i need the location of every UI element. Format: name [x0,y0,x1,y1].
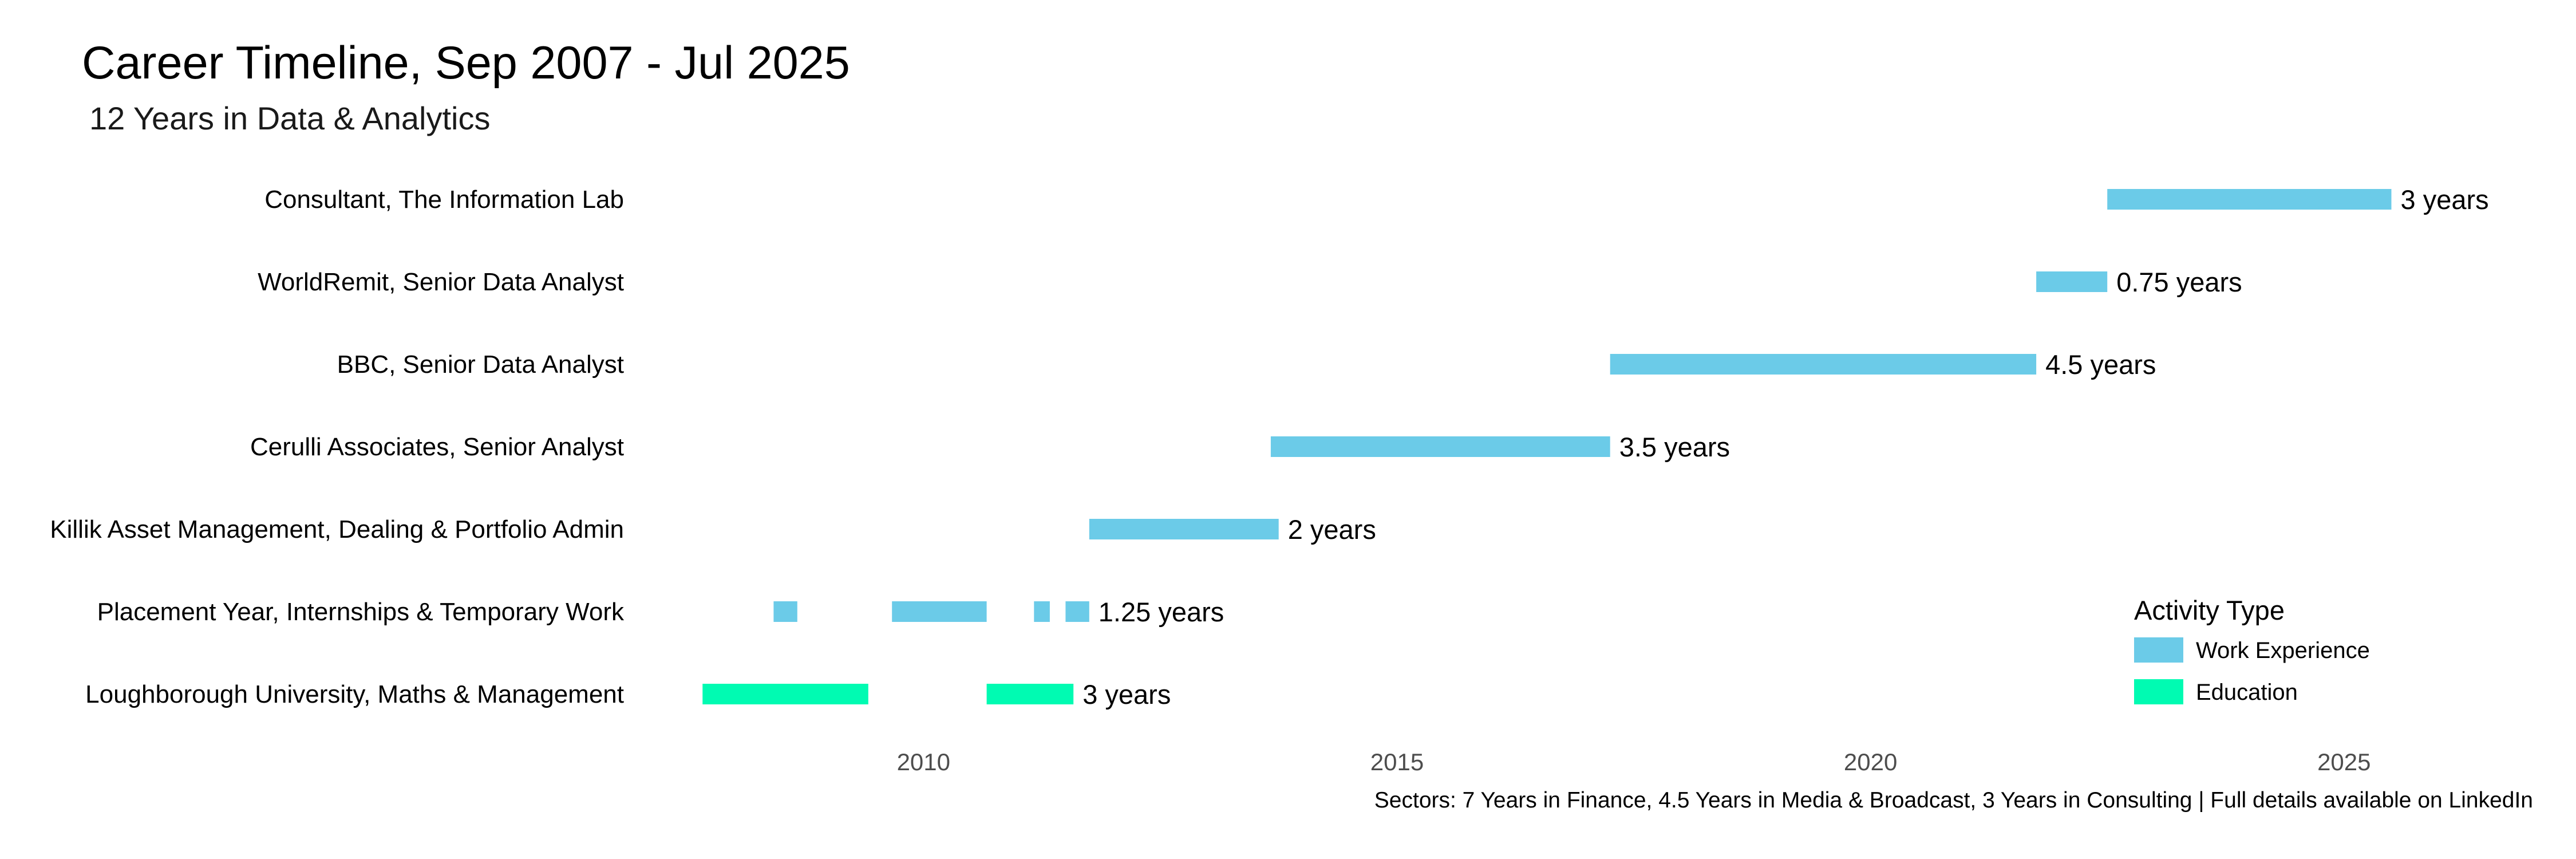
work-bar-segment [1089,519,1279,539]
work-bar-segment [1065,601,1089,622]
timeline-row: BBC, Senior Data Analyst 4.5 years [337,349,2156,380]
duration-label: 1.25 years [1099,597,1224,627]
row-label: Consultant, The Information Lab [264,186,624,214]
work-bar-segment [1610,354,2037,375]
row-label: Killik Asset Management, Dealing & Portf… [50,515,624,543]
duration-label: 2 years [1288,514,1376,545]
work-bar-segment [1034,601,1050,622]
chart-subtitle: 12 Years in Data & Analytics [89,100,490,136]
legend-label-work-experience: Work Experience [2196,638,2370,663]
legend-key-education [2134,679,2183,704]
legend-title: Activity Type [2134,595,2285,625]
duration-label: 0.75 years [2116,267,2242,297]
row-label: Cerulli Associates, Senior Analyst [250,433,624,461]
timeline-row: Consultant, The Information Lab 3 years [264,184,2488,215]
row-label: Placement Year, Internships & Temporary … [97,598,625,626]
chart-caption: Sectors: 7 Years in Finance, 4.5 Years i… [1374,788,2533,813]
duration-label: 3.5 years [1619,432,1730,462]
chart-title: Career Timeline, Sep 2007 - Jul 2025 [82,37,850,89]
legend-key-work-experience [2134,637,2183,663]
timeline-row: WorldRemit, Senior Data Analyst 0.75 year… [258,267,2242,297]
timeline-row: Loughborough University, Maths & Managem… [85,679,1171,710]
legend: Activity Type Work Experience Education [2134,595,2370,705]
work-bar-segment [1270,436,1610,457]
work-bar-segment [892,601,987,622]
x-axis: 2010 2015 2020 2025 [897,748,2371,775]
education-bar-segment [702,684,868,704]
timeline-row: Placement Year, Internships & Temporary … [97,597,1224,627]
x-tick-label: 2025 [2317,748,2370,775]
duration-label: 4.5 years [2045,349,2156,380]
work-bar-segment [773,601,797,622]
row-label: BBC, Senior Data Analyst [337,350,624,379]
duration-label: 3 years [2401,184,2489,215]
row-label: WorldRemit, Senior Data Analyst [258,268,624,296]
work-bar-segment [2107,189,2392,210]
x-tick-label: 2020 [1844,748,1897,775]
x-tick-label: 2015 [1370,748,1424,775]
timeline-row: Cerulli Associates, Senior Analyst 3.5 ye… [250,432,1730,462]
timeline-rows: Consultant, The Information Lab 3 years Wo… [50,184,2488,710]
legend-label-education: Education [2196,680,2298,705]
duration-label: 3 years [1082,679,1171,710]
work-bar-segment [2036,271,2108,292]
x-tick-label: 2010 [897,748,950,775]
timeline-row: Killik Asset Management, Dealing & Portf… [50,514,1376,545]
education-bar-segment [986,684,1074,704]
row-label: Loughborough University, Maths & Managem… [85,680,624,708]
